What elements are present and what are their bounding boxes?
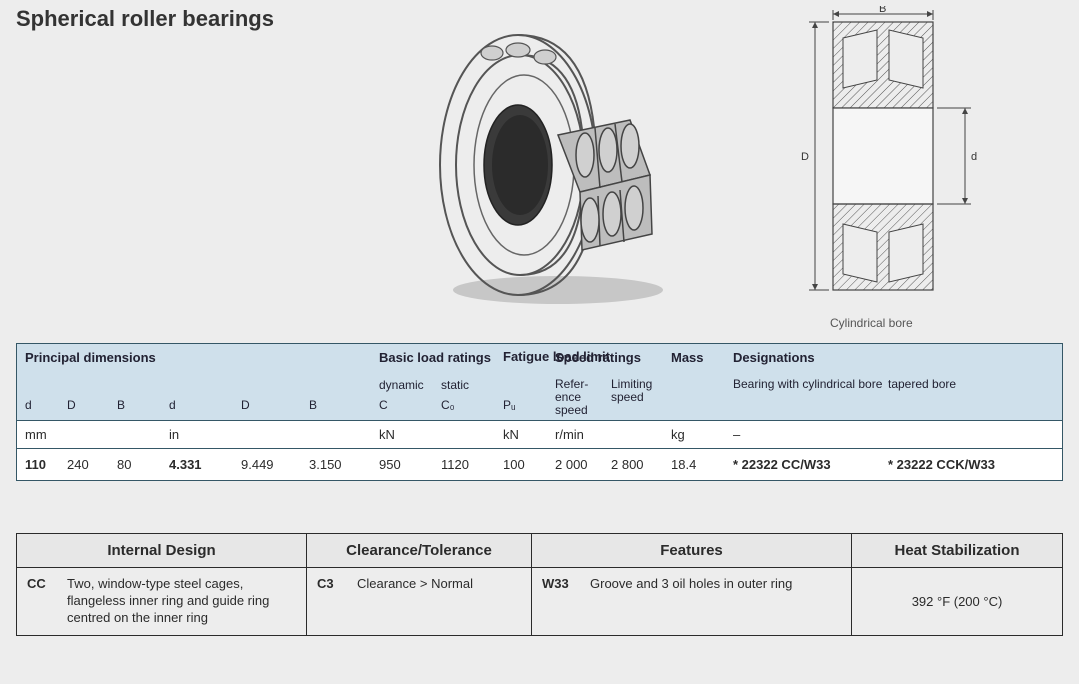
- val-C: 950: [379, 457, 441, 472]
- col-D1: D: [67, 398, 117, 416]
- val-ref: 2 000: [555, 457, 611, 472]
- unit-kg: kg: [671, 427, 733, 442]
- dimension-table: Principal dimensions d D B d D: [16, 343, 1063, 481]
- val-D-in: 9.449: [241, 457, 309, 472]
- unit-kn: kN: [379, 427, 441, 442]
- val-d-mm: 110: [25, 457, 67, 472]
- sub-refspeed: Refer-ence speed: [555, 378, 611, 416]
- val-des-tap: * 23222 CCK/W33: [888, 457, 1048, 472]
- unit-dash: –: [733, 427, 888, 442]
- col-d2: d: [169, 398, 241, 416]
- page-title: Spherical roller bearings: [16, 6, 274, 32]
- feature-table: Internal Design Clearance/Tolerance Feat…: [16, 533, 1063, 636]
- val-d-in: 4.331: [169, 457, 241, 472]
- col-B2: B: [309, 398, 379, 416]
- feat-hdr-heat: Heat Stabilization: [852, 534, 1063, 568]
- val-Pu: 100: [503, 457, 555, 472]
- val-mass: 18.4: [671, 457, 733, 472]
- feat-hdr-clearance: Clearance/Tolerance: [307, 534, 532, 568]
- clearance-code: C3: [317, 576, 347, 593]
- feat-hdr-features: Features: [532, 534, 852, 568]
- col-D2: D: [241, 398, 309, 416]
- feat-hdr-internal: Internal Design: [17, 534, 307, 568]
- internal-text: Two, window-type steel cages, flangeless…: [67, 576, 296, 627]
- internal-code: CC: [27, 576, 57, 627]
- sub-limspeed: Limiting speed: [611, 378, 671, 416]
- val-B-mm: 80: [117, 457, 169, 472]
- bearing-schematic-icon: B D d: [765, 6, 1055, 326]
- sub-dynamic: dynamic: [379, 378, 441, 398]
- col-B1: B: [117, 398, 169, 416]
- col-Pu: Pᵤ: [503, 398, 555, 416]
- dim-label-D: D: [801, 151, 809, 163]
- unit-mm: mm: [25, 427, 67, 442]
- val-lim: 2 800: [611, 457, 671, 472]
- val-D-mm: 240: [67, 457, 117, 472]
- col-C0: C₀: [441, 398, 503, 416]
- sub-descyl: Bearing with cylindrical bore: [733, 378, 888, 416]
- bearing-3d-illustration: [420, 20, 685, 305]
- hdr-designations: Designations: [733, 350, 888, 378]
- hdr-basicload: Basic load ratings: [379, 350, 441, 378]
- clearance-text: Clearance > Normal: [357, 576, 521, 593]
- val-des-cyl: * 22322 CC/W33: [733, 457, 888, 472]
- col-C: C: [379, 398, 441, 416]
- schematic-caption: Cylindrical bore: [830, 316, 913, 330]
- val-B-in: 3.150: [309, 457, 379, 472]
- dim-label-b: B: [879, 6, 886, 15]
- unit-kn2: kN: [503, 427, 555, 442]
- hdr-mass: Mass: [671, 350, 733, 378]
- hdr-principal: Principal dimensions: [25, 350, 67, 378]
- col-d1: d: [25, 398, 67, 416]
- sub-destap: tapered bore: [888, 378, 1048, 416]
- hdr-fatigue: Fatigue load limit: [503, 350, 555, 378]
- dim-label-d: d: [971, 151, 977, 163]
- unit-in: in: [169, 427, 241, 442]
- sub-static: static: [441, 378, 503, 398]
- hdr-speed: Speed ratings: [555, 350, 611, 378]
- unit-rmin: r/min: [555, 427, 611, 442]
- heat-text: 392 °F (200 °C): [852, 568, 1063, 636]
- val-C0: 1120: [441, 457, 503, 472]
- features-code: W33: [542, 576, 580, 593]
- features-text: Groove and 3 oil holes in outer ring: [590, 576, 841, 593]
